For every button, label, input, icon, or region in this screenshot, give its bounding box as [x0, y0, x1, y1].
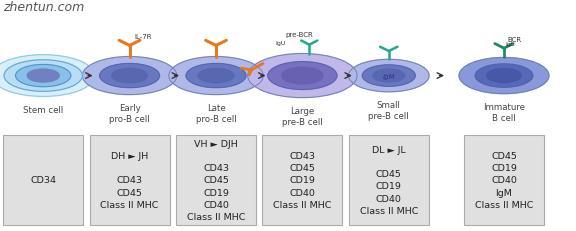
Text: CD19: CD19 [203, 188, 229, 197]
Text: IgL: IgL [505, 42, 514, 47]
Text: pre-BCR: pre-BCR [286, 32, 313, 38]
Text: CD19: CD19 [376, 182, 401, 191]
Circle shape [27, 70, 59, 83]
Text: Class II MHC: Class II MHC [273, 200, 332, 209]
Text: IgU: IgU [275, 40, 286, 46]
Text: CD19: CD19 [491, 164, 517, 173]
Circle shape [112, 69, 147, 83]
Text: CD40: CD40 [376, 194, 401, 203]
FancyBboxPatch shape [176, 136, 256, 225]
Circle shape [362, 66, 415, 87]
Circle shape [82, 57, 177, 95]
Text: CD45: CD45 [203, 176, 229, 185]
Circle shape [198, 69, 234, 83]
Circle shape [348, 60, 429, 92]
Text: Late
pro-B cell: Late pro-B cell [196, 103, 236, 123]
Circle shape [373, 70, 405, 83]
Text: CD40: CD40 [203, 200, 229, 209]
Text: VH ► DJH: VH ► DJH [194, 140, 238, 149]
Text: Large
pre-B cell: Large pre-B cell [282, 106, 323, 126]
Circle shape [186, 64, 246, 88]
Text: Early
pro-B cell: Early pro-B cell [109, 103, 150, 123]
Text: CD45: CD45 [376, 170, 401, 179]
Circle shape [282, 68, 323, 85]
FancyBboxPatch shape [90, 136, 169, 225]
Circle shape [487, 69, 521, 83]
Text: CD40: CD40 [290, 188, 315, 197]
Text: IgM: IgM [382, 73, 395, 79]
Text: Class II MHC: Class II MHC [475, 200, 533, 209]
Text: Stem cell: Stem cell [23, 105, 63, 114]
Text: BCR: BCR [507, 36, 521, 43]
Text: DH ► JH: DH ► JH [111, 152, 148, 161]
Text: DL ► JL: DL ► JL [372, 146, 406, 155]
Circle shape [0, 55, 95, 97]
Text: IL-7R: IL-7R [134, 34, 151, 40]
Text: CD43: CD43 [289, 152, 316, 161]
Text: zhentun.com: zhentun.com [3, 1, 84, 14]
Text: Class II MHC: Class II MHC [100, 200, 159, 209]
Text: CD45: CD45 [117, 188, 142, 197]
FancyBboxPatch shape [262, 136, 342, 225]
Circle shape [475, 65, 533, 88]
FancyBboxPatch shape [3, 136, 84, 225]
Text: Small
pre-B cell: Small pre-B cell [369, 100, 409, 121]
Text: CD40: CD40 [491, 176, 517, 185]
Circle shape [4, 61, 82, 92]
Circle shape [169, 57, 263, 95]
Circle shape [100, 64, 160, 88]
Text: CD45: CD45 [491, 152, 517, 161]
Text: CD19: CD19 [290, 176, 315, 185]
FancyBboxPatch shape [349, 136, 429, 225]
Text: CD45: CD45 [290, 164, 315, 173]
Text: Immature
B cell: Immature B cell [483, 102, 525, 122]
Circle shape [268, 62, 337, 90]
Text: CD43: CD43 [116, 176, 143, 185]
Text: IgM: IgM [495, 188, 513, 197]
Text: CD34: CD34 [30, 176, 56, 185]
Circle shape [248, 54, 357, 98]
Text: Class II MHC: Class II MHC [359, 206, 418, 215]
Text: Class II MHC: Class II MHC [187, 212, 245, 221]
FancyBboxPatch shape [464, 136, 544, 225]
Circle shape [16, 65, 71, 87]
Circle shape [459, 58, 549, 94]
Text: CD43: CD43 [203, 164, 229, 173]
